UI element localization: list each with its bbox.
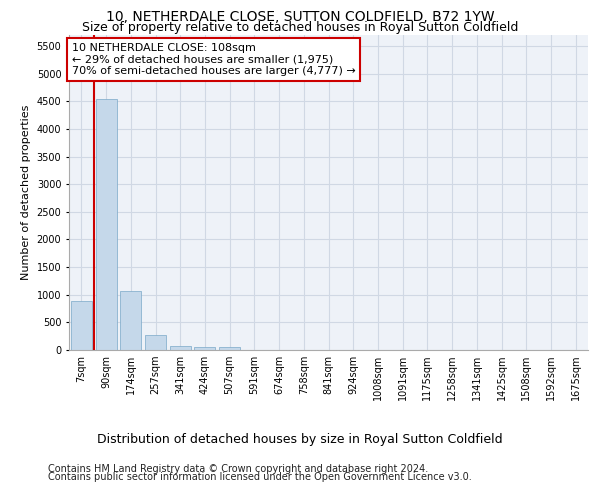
Bar [219,347,240,350]
Text: 10 NETHERDALE CLOSE: 108sqm
← 29% of detached houses are smaller (1,975)
70% of : 10 NETHERDALE CLOSE: 108sqm ← 29% of det… [71,43,355,76]
Bar [145,335,166,350]
Text: Size of property relative to detached houses in Royal Sutton Coldfield: Size of property relative to detached ho… [82,21,518,34]
Y-axis label: Number of detached properties: Number of detached properties [21,105,31,280]
Bar [120,292,141,350]
Bar [71,302,92,350]
Bar [95,99,116,350]
Bar [170,346,191,350]
Text: Contains public sector information licensed under the Open Government Licence v3: Contains public sector information licen… [48,472,472,482]
Text: Contains HM Land Registry data © Crown copyright and database right 2024.: Contains HM Land Registry data © Crown c… [48,464,428,474]
Bar [194,346,215,350]
Text: 10, NETHERDALE CLOSE, SUTTON COLDFIELD, B72 1YW: 10, NETHERDALE CLOSE, SUTTON COLDFIELD, … [106,10,494,24]
Text: Distribution of detached houses by size in Royal Sutton Coldfield: Distribution of detached houses by size … [97,432,503,446]
